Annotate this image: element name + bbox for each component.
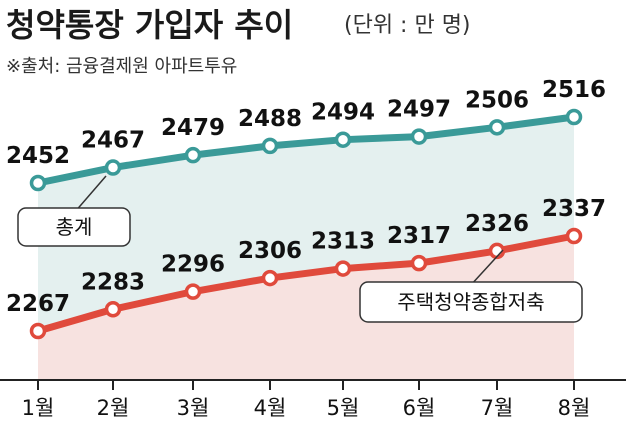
area-housing [38,236,574,380]
x-tick-label-5: 5월 [327,396,360,420]
label-total-5: 2494 [311,100,375,126]
label-housing-8: 2337 [542,196,606,222]
page-title: 청약통장 가입자 추이 [6,6,293,44]
label-housing-6: 2317 [387,223,451,249]
label-total-4: 2488 [238,106,302,132]
data-labels: 2452 2467 2479 2488 2494 2497 2506 2516 2267 2283… [6,77,606,317]
x-axis-ticks: 1월 2월 3월 4월 5월 6월 7월 8월 [22,380,591,420]
label-total-6: 2497 [387,97,451,123]
point-housing-2 [104,301,122,318]
area-fills [38,117,574,380]
legend-housing-box [359,281,583,323]
x-tick-label-6: 6월 [403,396,436,420]
source-note: ※출처: 금융결제원 아파트투유 [6,56,237,77]
point-housing-4 [261,269,279,287]
label-total-8: 2516 [542,77,606,103]
label-housing-4: 2306 [238,238,302,264]
label-housing-5: 2313 [311,229,375,255]
legend-housing-pointer [469,249,504,287]
x-tick-label-1: 1월 [22,396,55,420]
x-tick-label-8: 8월 [558,396,591,420]
point-housing-1 [29,322,47,340]
legend-housing: 주택청약종합저축 [359,249,583,323]
point-total-6 [410,128,428,145]
label-total-2: 2467 [81,128,145,154]
point-housing-5 [334,260,352,277]
label-total-3: 2479 [161,115,225,141]
x-tick-label-2: 2월 [97,396,130,420]
label-housing-2: 2283 [81,269,145,295]
point-total-1 [29,174,47,192]
label-housing-1: 2267 [6,291,70,317]
area-total [38,117,574,331]
point-housing-3 [184,283,202,300]
point-housing-6 [410,254,428,272]
point-total-3 [184,146,202,164]
point-total-8 [565,108,583,126]
point-total-5 [334,131,352,148]
legend-total-pointer [73,175,107,214]
point-total-2 [104,159,122,176]
label-total-1: 2452 [6,143,70,169]
label-housing-7: 2326 [465,211,529,237]
label-total-7: 2506 [465,87,529,113]
point-total-7 [488,119,506,136]
data-points [29,108,583,340]
line-housing [34,232,578,335]
point-housing-8 [565,227,583,245]
x-tick-label-4: 4월 [254,396,287,420]
legend-total: 총계 [17,175,131,247]
legend-housing-label: 주택청약종합저축 [397,290,544,314]
point-total-4 [261,137,279,155]
series-lines [34,113,578,335]
x-tick-label-3: 3월 [177,396,210,420]
x-tick-label-7: 7월 [481,396,514,420]
legend-total-box [17,207,131,247]
legend-total-label: 총계 [56,215,93,239]
label-housing-3: 2296 [161,252,225,278]
unit-label: (단위 : 만 명) [344,13,471,38]
line-total [34,113,578,187]
